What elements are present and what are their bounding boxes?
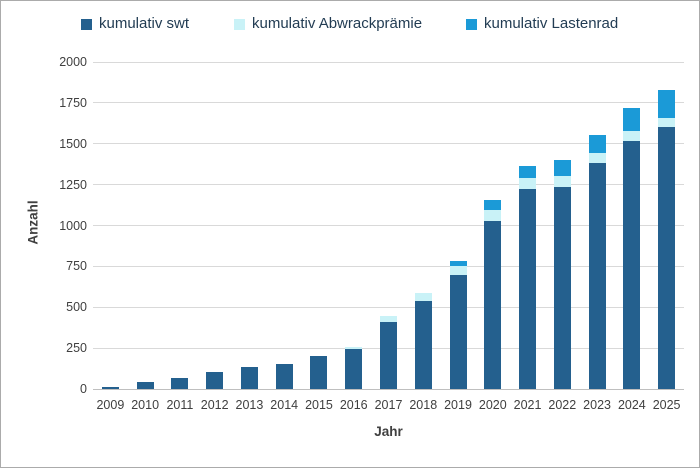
x-tick-label-2022: 2022 [548, 398, 577, 412]
bar-segment-kumulativ-swt-2009 [101, 387, 119, 389]
bar-segment-kumulativ-abwrackprämie-2019 [449, 266, 467, 276]
legend-swatch-icon [466, 18, 477, 30]
x-tick-label-2017: 2017 [374, 398, 403, 412]
bar-segment-kumulativ-swt-2020 [484, 220, 502, 389]
x-tick-label-2013: 2013 [235, 398, 264, 412]
bar-segment-kumulativ-swt-2015 [310, 356, 328, 389]
x-tick-label-2012: 2012 [200, 398, 229, 412]
legend-label: kumulativ Lastenrad [484, 15, 619, 32]
bar-segment-kumulativ-swt-2018 [414, 300, 432, 389]
legend-label: kumulativ Abwrackprämie [252, 15, 423, 32]
legend-swatch-icon [234, 18, 245, 30]
bar-segment-kumulativ-swt-2013 [240, 366, 258, 389]
legend-item-2: kumulativ Abwrackprämie [234, 14, 422, 34]
y-tick-label: 1000 [59, 218, 87, 233]
x-tick-label-2011: 2011 [166, 398, 194, 412]
bar-segment-kumulativ-swt-2014 [275, 363, 293, 389]
bar-segment-kumulativ-swt-2024 [623, 141, 641, 389]
x-tick-label-2016: 2016 [339, 398, 368, 412]
legend-label: kumulativ swt [99, 15, 190, 32]
y-tick-label: 2000 [59, 55, 87, 69]
bar-segment-kumulativ-abwrackprämie-2023 [588, 152, 606, 163]
gridline-500 [93, 306, 684, 308]
x-tick-label-2023: 2023 [583, 398, 611, 412]
gridline-1000 [93, 225, 684, 226]
bar-segment-kumulativ-abwrackprämie-2020 [484, 209, 502, 221]
bar-segment-kumulativ-lastenrad-2024 [623, 107, 641, 131]
y-tick-label: 500 [66, 300, 87, 315]
x-axis-title: Jahr [374, 424, 403, 439]
x-tick-label-2020: 2020 [478, 398, 507, 412]
x-tick-label-2021: 2021 [513, 398, 542, 412]
x-tick-label-2009: 2009 [96, 398, 125, 412]
bar-segment-kumulativ-swt-2016 [345, 348, 363, 389]
gridline-750 [93, 265, 684, 267]
y-tick-label: 250 [66, 341, 87, 356]
legend-swatch-icon [81, 18, 92, 30]
gridline-1250 [93, 184, 684, 186]
bar-segment-kumulativ-swt-2012 [206, 371, 224, 389]
legend-item-3: kumulativ Lastenrad [466, 14, 618, 34]
bar-segment-kumulativ-swt-2021 [519, 188, 537, 389]
gridline-1500 [93, 143, 684, 145]
bar-segment-kumulativ-abwrackprämie-2024 [623, 130, 641, 142]
x-tick-label-2010: 2010 [131, 398, 160, 412]
x-tick-label-2025: 2025 [652, 398, 681, 412]
bar-segment-kumulativ-swt-2023 [588, 162, 606, 389]
y-tick-label: 0 [80, 382, 87, 396]
bar-segment-kumulativ-lastenrad-2022 [553, 160, 571, 176]
x-axis-line [93, 388, 684, 390]
bar-segment-kumulativ-abwrackprämie-2016 [345, 347, 363, 349]
bar-segment-kumulativ-swt-2010 [136, 382, 154, 389]
bar-segment-kumulativ-abwrackprämie-2021 [519, 178, 537, 189]
bar-segment-kumulativ-abwrackprämie-2018 [414, 293, 432, 301]
y-axis-title: Anzahl [25, 200, 41, 245]
bar-segment-kumulativ-lastenrad-2025 [658, 89, 676, 118]
y-tick-label: 750 [66, 259, 87, 274]
bar-segment-kumulativ-swt-2022 [553, 187, 571, 389]
bar-segment-kumulativ-swt-2025 [658, 127, 676, 389]
gridline-2000 [93, 61, 684, 63]
y-tick-label: 1250 [59, 177, 87, 192]
x-tick-label-2024: 2024 [617, 398, 646, 412]
bar-segment-kumulativ-lastenrad-2019 [449, 261, 467, 267]
bar-segment-kumulativ-lastenrad-2021 [519, 165, 537, 179]
bar-segment-kumulativ-abwrackprämie-2022 [553, 175, 571, 188]
x-tick-label-2018: 2018 [409, 398, 438, 412]
bar-segment-kumulativ-abwrackprämie-2025 [658, 117, 676, 128]
bar-segment-kumulativ-swt-2017 [380, 321, 397, 389]
x-tick-label-2019: 2019 [444, 398, 472, 412]
bar-segment-kumulativ-swt-2019 [449, 275, 467, 389]
y-tick-label: 1750 [59, 95, 87, 110]
x-tick-label-2015: 2015 [305, 398, 333, 412]
legend-item-1: kumulativ swt [81, 14, 189, 34]
gridline-1750 [93, 102, 684, 104]
x-tick-label-2014: 2014 [270, 398, 299, 412]
y-tick-label: 1500 [59, 136, 87, 151]
bar-segment-kumulativ-lastenrad-2020 [484, 200, 502, 210]
bar-segment-kumulativ-swt-2011 [171, 377, 189, 389]
bar-segment-kumulativ-lastenrad-2023 [588, 134, 606, 153]
bar-segment-kumulativ-abwrackprämie-2017 [380, 316, 397, 322]
